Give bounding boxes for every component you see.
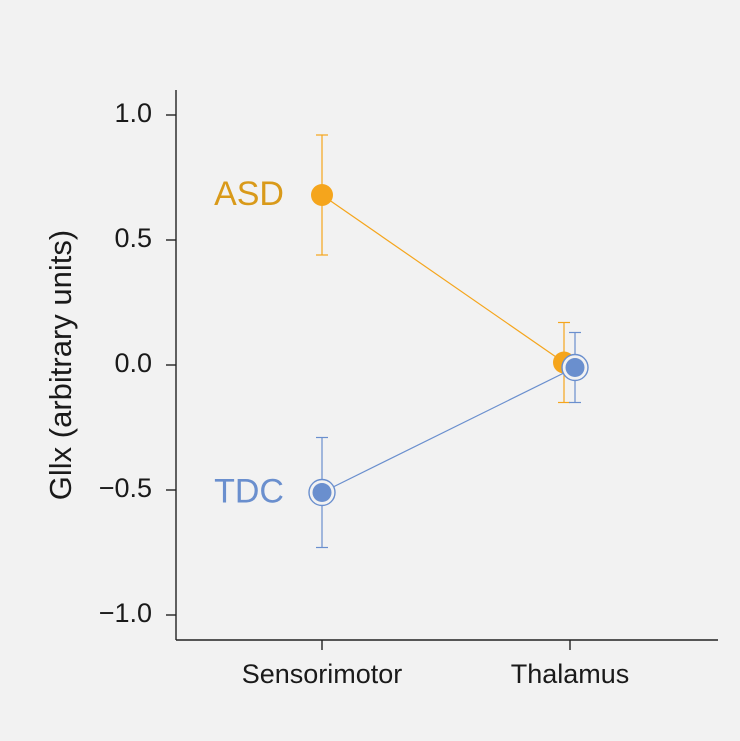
series-layer: ASD TDC bbox=[214, 134, 589, 549]
series-label-asd: ASD bbox=[214, 175, 284, 213]
y-tick-label: 0.5 bbox=[114, 223, 152, 253]
y-tick-label: −1.0 bbox=[99, 598, 152, 628]
series-label-tdc: TDC bbox=[214, 472, 284, 510]
data-point bbox=[308, 478, 336, 507]
data-point bbox=[561, 353, 589, 382]
y-tick-label: 1.0 bbox=[114, 98, 152, 128]
series-line bbox=[321, 366, 576, 494]
axes bbox=[175, 90, 718, 641]
series-line bbox=[321, 194, 565, 363]
x-tick-label: Thalamus bbox=[511, 659, 630, 689]
data-point bbox=[311, 184, 333, 206]
y-tick-label: 0.0 bbox=[114, 348, 152, 378]
y-ticks: 1.0 0.5 0.0 −0.5 −1.0 bbox=[99, 98, 176, 628]
series-tdc: TDC bbox=[214, 331, 589, 549]
y-tick-label: −0.5 bbox=[99, 473, 152, 503]
y-axis-title: Gllx (arbitrary units) bbox=[43, 230, 78, 500]
series-asd: ASD bbox=[214, 134, 575, 404]
x-ticks: Sensorimotor Thalamus bbox=[242, 640, 630, 689]
x-tick-label: Sensorimotor bbox=[242, 659, 403, 689]
